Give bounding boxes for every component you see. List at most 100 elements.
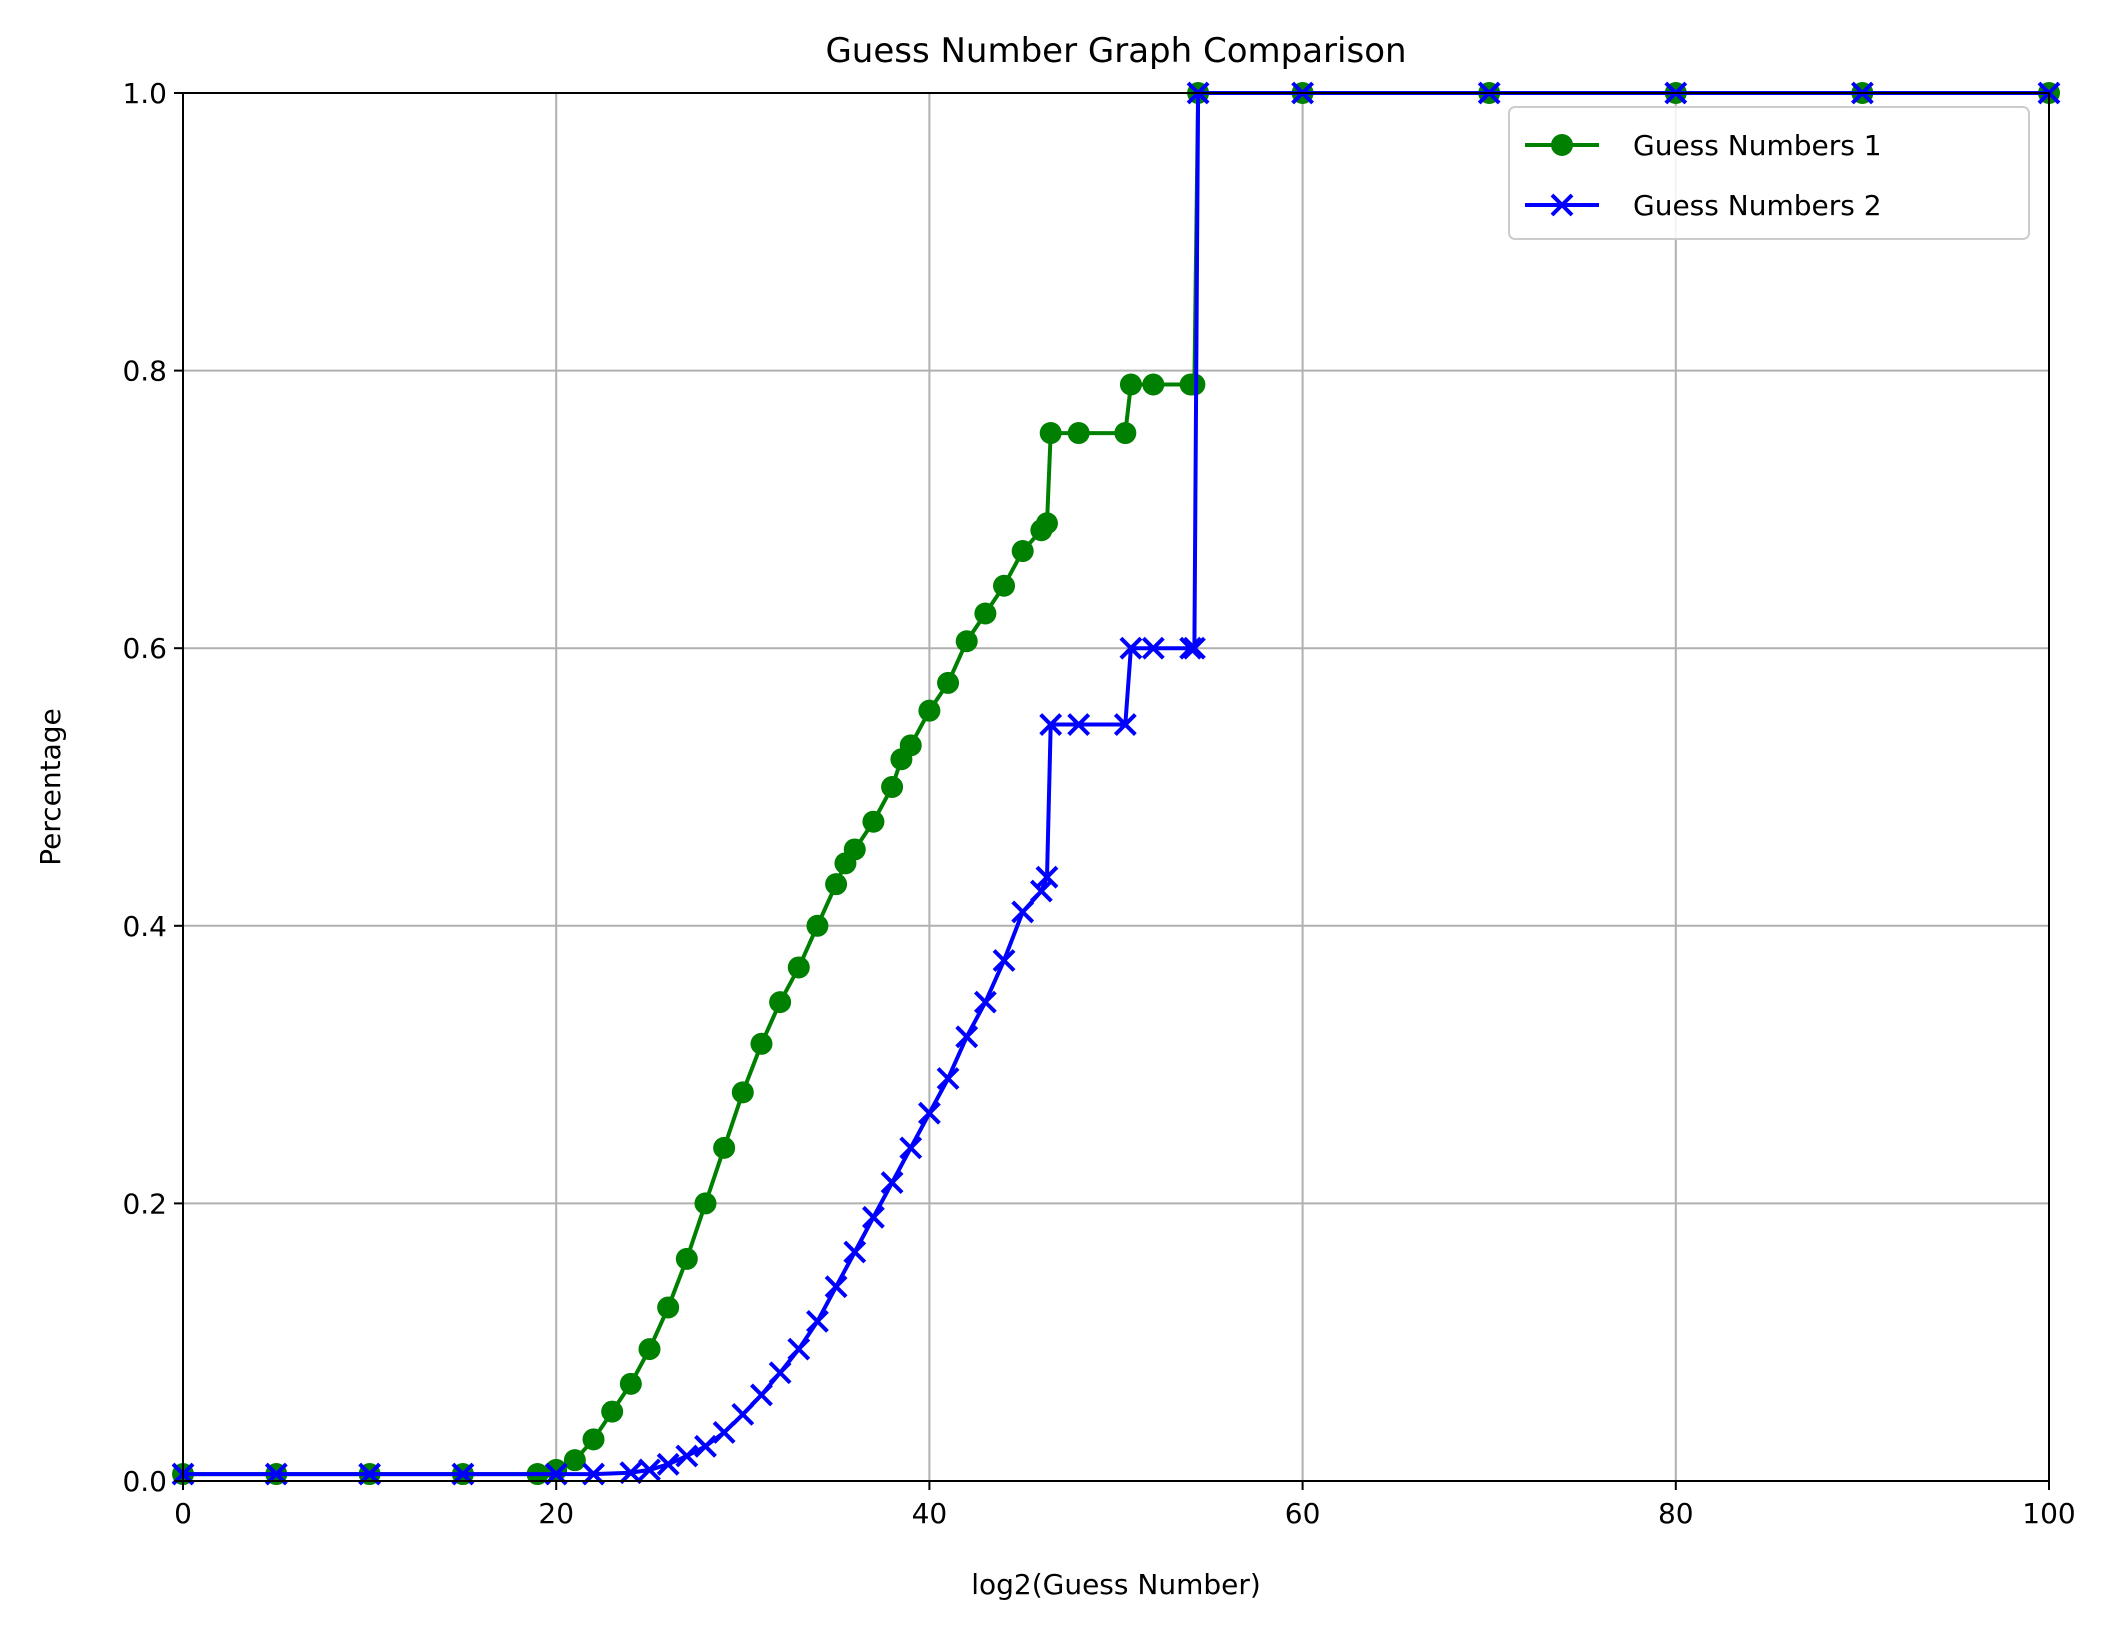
series-2-point [1141,636,1165,660]
series-1-point [731,1081,754,1104]
y-tick-label: 0.0 [122,1465,167,1498]
series-1-point [843,838,866,861]
series-1-point [713,1136,736,1159]
series-1-point [545,1458,568,1481]
x-marker-stroke [768,1361,792,1385]
series-1-point [1119,373,1142,396]
series-2-point [1039,713,1063,736]
series-1-point [825,873,848,896]
x-tick-label: 0 [174,1497,192,1530]
series-2-point [787,1337,811,1361]
series-2-point [1067,713,1091,736]
series-2-point [1035,865,1059,889]
y-tick-label: 0.8 [122,355,167,388]
series-2-point [656,1452,680,1476]
x-marker-stroke [731,1402,755,1426]
series-2-point [917,1101,941,1125]
x-marker-stroke [917,1101,941,1125]
legend-box [1508,106,2030,240]
series-1-point [955,630,978,653]
y-tick-label: 0.2 [122,1187,167,1220]
x-marker-stroke [955,1025,979,1049]
chart-title: Guess Number Graph Comparison [825,31,1406,71]
x-marker-stroke [973,990,997,1014]
series-2-point [936,1067,960,1090]
series-2-point [1179,636,1203,660]
x-marker-stroke [936,1067,960,1090]
series-2-point [1113,713,1137,736]
series-1-point [918,699,941,722]
x-marker-stroke [843,1240,867,1264]
x-marker-stroke [824,1275,848,1299]
series-2-point [1119,636,1143,660]
series-2-point [638,1458,661,1482]
series-2-point [862,1205,885,1229]
x-marker-stroke [675,1444,699,1468]
x-marker-stroke [1119,636,1143,660]
series-1-point [899,734,922,757]
x-marker-stroke [862,1205,885,1229]
x-tick-label: 20 [538,1497,574,1530]
x-tick-label: 60 [1285,1497,1321,1530]
series-1-point [1035,512,1058,535]
legend-label: Guess Numbers 1 [1633,129,1882,162]
x-tick-label: 80 [1658,1497,1694,1530]
series-1-point [974,602,997,625]
x-marker-stroke [638,1458,661,1482]
series-1-point [582,1428,605,1451]
legend-label: Guess Numbers 2 [1633,189,1882,222]
x-axis-label: log2(Guess Number) [971,1568,1261,1601]
series-1-point [638,1338,661,1361]
x-marker-stroke [712,1421,736,1444]
series-2-point [806,1309,829,1333]
x-marker-stroke [1067,713,1091,736]
series-1-point [601,1400,624,1423]
series-1-point [1011,540,1034,563]
x-marker-stroke [1029,879,1053,903]
series-1-point [675,1247,698,1270]
x-marker-stroke [1035,865,1059,889]
legend: Guess Numbers 1 Guess Numbers 2 [1508,106,2030,240]
x-marker-stroke [787,1337,811,1361]
x-marker-stroke [1182,636,1206,660]
series-2-point [619,1461,643,1485]
legend-swatch-marker [1550,193,1574,217]
series-2-point [694,1434,717,1458]
series-2-point [899,1136,923,1160]
series-2-point [1029,879,1053,903]
series-1-point [787,956,810,979]
series-2-point [843,1240,867,1264]
x-marker-stroke [656,1452,680,1476]
series-2-point [824,1275,848,1299]
x-marker-stroke [1113,713,1137,736]
x-marker-stroke [750,1383,773,1407]
series-2-point [880,1171,904,1194]
series-layer [171,81,2061,1486]
x-marker-stroke [1179,636,1203,660]
series-1-point [1039,422,1062,445]
series-1-point [563,1449,586,1472]
x-marker-stroke [1550,193,1574,217]
x-marker-stroke [899,1136,923,1160]
x-marker-stroke [1039,713,1063,736]
series-2-point [1011,900,1035,924]
x-tick-label: 40 [912,1497,948,1530]
ticks: 0 20 40 60 80 100 0.0 0.2 0.4 0.6 0.8 1.0 [122,77,2075,1530]
series-2-point [712,1421,736,1444]
series-2-point [1182,636,1206,660]
series-2-point [973,990,997,1014]
series-1-point [881,776,904,798]
grid [182,92,2050,1482]
x-marker-stroke [1141,636,1165,660]
series-1-point [937,671,960,694]
series-2-point [750,1383,773,1407]
x-marker-stroke [992,949,1016,972]
x-marker-stroke [1011,900,1035,924]
series-2-point [675,1444,699,1468]
y-tick-label: 0.6 [122,632,167,665]
series-2-point [992,949,1016,972]
x-marker-stroke [619,1461,643,1485]
series-1-point [1114,422,1137,445]
series-1-point [862,810,885,833]
